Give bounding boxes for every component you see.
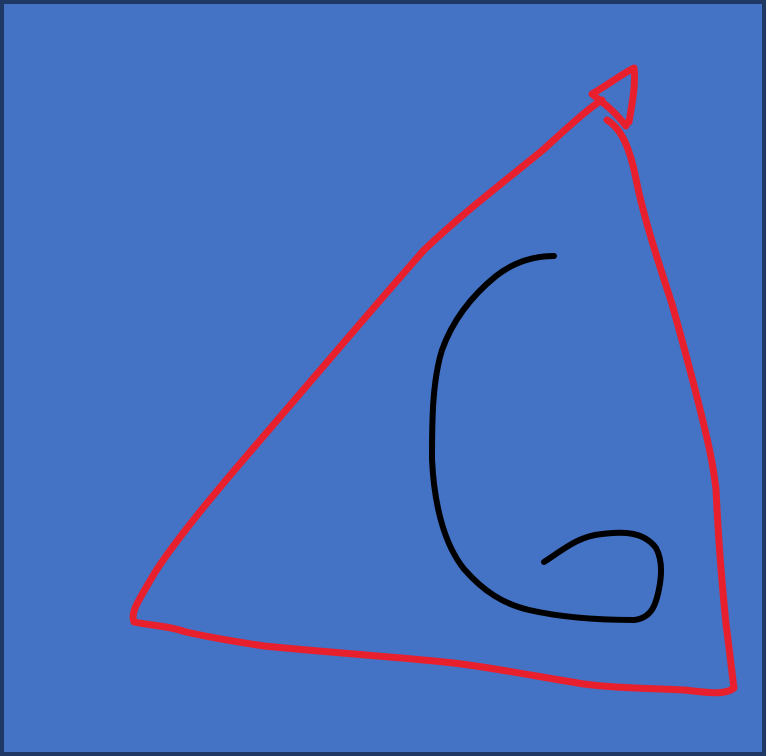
ink-drawing bbox=[129, 64, 738, 697]
red-triangle-stroke bbox=[588, 64, 638, 130]
black-curl-stroke bbox=[429, 253, 664, 623]
red-triangle-stroke bbox=[129, 96, 738, 697]
